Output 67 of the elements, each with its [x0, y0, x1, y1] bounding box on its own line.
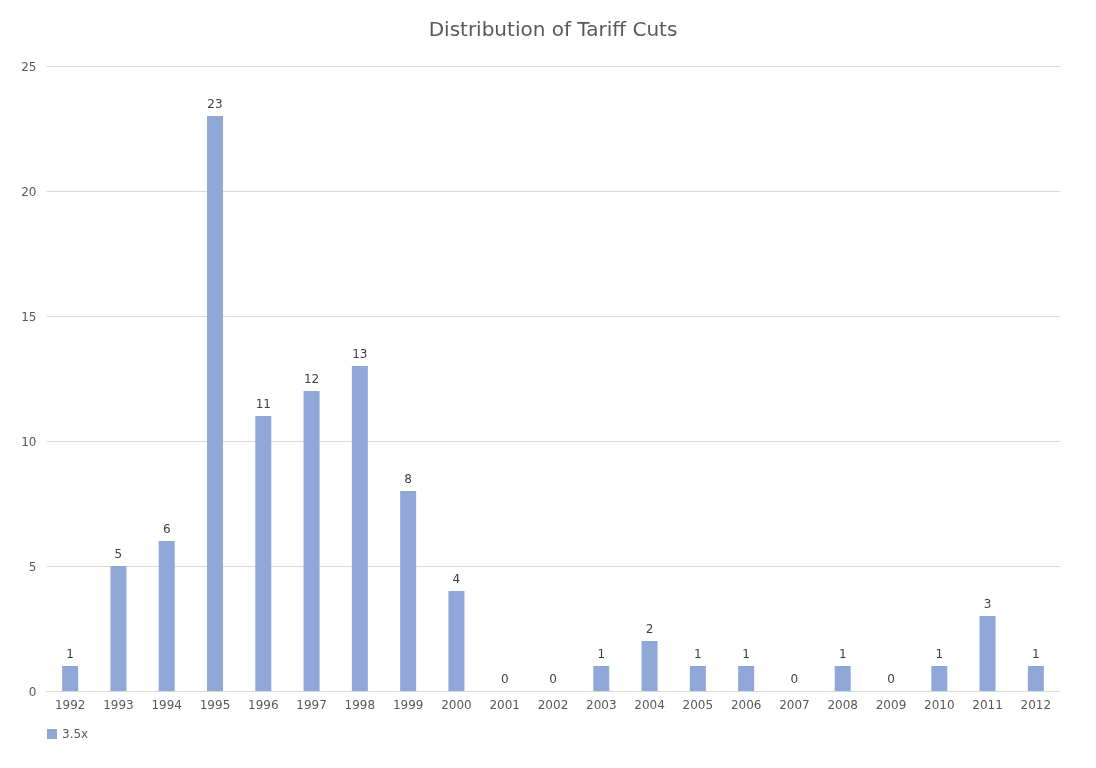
data-label: 11	[255, 397, 271, 411]
bar	[1027, 666, 1044, 691]
data-label: 8	[404, 472, 412, 486]
bar	[448, 591, 465, 691]
x-tick-label: 2009	[875, 697, 907, 712]
x-tick-label: 1995	[199, 697, 231, 712]
x-tick-label: 2007	[779, 697, 810, 712]
bar	[979, 616, 996, 691]
data-label: 0	[549, 672, 557, 686]
data-label: 3	[983, 597, 992, 611]
x-tick-label: 1992	[54, 697, 86, 712]
y-tick-label: 15	[21, 309, 37, 324]
data-label: 1	[838, 647, 847, 661]
bar	[207, 116, 223, 691]
bar	[110, 566, 127, 691]
y-tick-label: 0	[28, 684, 37, 699]
x-tick-label: 1994	[151, 697, 182, 712]
x-tick-label: 2008	[827, 697, 858, 712]
bar	[689, 666, 706, 691]
data-label: 1	[694, 647, 702, 661]
data-label: 2	[645, 622, 654, 636]
bar	[62, 666, 79, 691]
x-tick-label: 2006	[730, 697, 762, 712]
legend-label: 3.5x	[62, 727, 89, 741]
x-tick-label: 1993	[103, 697, 134, 712]
data-label: 23	[207, 97, 223, 111]
data-label: 6	[162, 522, 171, 536]
bar	[641, 641, 658, 691]
data-label: 0	[500, 672, 509, 686]
x-tick-label: 2002	[537, 697, 569, 712]
data-label: 5	[114, 547, 123, 561]
x-tick-label: 2005	[682, 697, 714, 712]
x-tick-label: 2003	[586, 697, 617, 712]
data-label: 4	[452, 572, 461, 586]
chart-title: Distribution of Tariff Cuts	[428, 17, 678, 41]
bar	[351, 366, 368, 691]
bar	[834, 666, 851, 691]
x-tick-label: 2000	[441, 697, 472, 712]
bar	[931, 666, 948, 691]
data-label: 1	[935, 647, 944, 661]
bar	[303, 391, 320, 691]
x-tick-label: 1997	[296, 697, 327, 712]
bar	[158, 541, 175, 691]
bar	[255, 416, 272, 691]
data-label: 0	[887, 672, 895, 686]
x-tick-label: 2004	[634, 697, 665, 712]
data-label: 0	[790, 672, 799, 686]
data-label: 1	[742, 647, 750, 661]
x-tick-label: 1998	[344, 697, 376, 712]
data-label: 1	[597, 647, 606, 661]
y-tick-label: 10	[21, 434, 37, 449]
x-tick-label: 2010	[924, 697, 955, 712]
y-tick-label: 20	[21, 184, 37, 199]
x-tick-label: 2011	[972, 697, 1003, 712]
x-tick-label: 1999	[392, 697, 424, 712]
y-tick-label: 25	[21, 59, 37, 74]
bar	[400, 491, 417, 691]
y-tick-label: 5	[28, 559, 37, 574]
data-label: 1	[66, 647, 74, 661]
data-label: 1	[1032, 647, 1040, 661]
data-label: 13	[352, 347, 368, 361]
data-label: 12	[303, 372, 320, 386]
x-tick-label: 2001	[489, 697, 520, 712]
bar	[593, 666, 610, 691]
bar	[738, 666, 755, 691]
x-tick-label: 2012	[1020, 697, 1052, 712]
x-tick-label: 1996	[248, 697, 279, 712]
